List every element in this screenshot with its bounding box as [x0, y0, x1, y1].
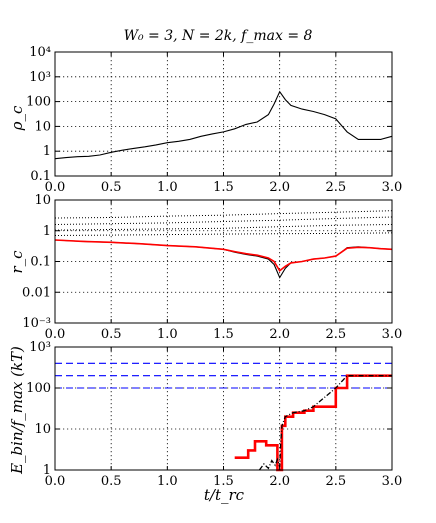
- panel-binary-energy: E_bin/f_max (kT) 0.0 0.5 1.0 1.5 2.0 2.5 3.0 1 1…: [8, 340, 402, 489]
- x-tick-label: 1.5: [213, 474, 234, 489]
- ylabel-core-radius: r_c: [8, 250, 26, 274]
- x-tick-label: 2.5: [325, 474, 346, 489]
- x-tick-label: 0.0: [45, 180, 66, 195]
- y-tick-label: 100: [26, 95, 51, 110]
- y-tick-label: 1: [43, 224, 51, 239]
- x-tick-label: 3.0: [382, 180, 403, 195]
- y-tick-label: 1: [43, 463, 51, 478]
- x-tick-label: 2.0: [269, 327, 290, 342]
- y-tick-label: 0.01: [22, 285, 51, 300]
- y-tick-label: 100: [26, 381, 51, 396]
- x-tick-label: 1.5: [213, 327, 234, 342]
- x-tick-label: 0.5: [101, 180, 122, 195]
- x-tick-label: 1.5: [213, 180, 234, 195]
- chart-title: W₀ = 3, N = 2k, f_max = 8: [124, 28, 313, 44]
- x-tick-label: 0.5: [101, 327, 122, 342]
- ylabel-core-density: ρ_c: [8, 105, 26, 131]
- x-tick-label: 2.5: [325, 180, 346, 195]
- x-tick-label: 0.0: [45, 474, 66, 489]
- series-line: [54, 239, 393, 272]
- y-tick-label: 10: [34, 422, 51, 437]
- x-tick-label: 2.0: [269, 180, 290, 195]
- x-tick-label: 2.5: [325, 327, 346, 342]
- series-line: [54, 216, 393, 225]
- panel-core-density: ρ_c 0.0 0.5 1.0 1.5 2.0 2.5 3.0 0.1 1 10 100 10³ 10⁴: [8, 45, 402, 195]
- y-tick-label: 10⁻³: [22, 316, 51, 331]
- x-tick-label: 0.5: [101, 474, 122, 489]
- series-line: [54, 239, 393, 279]
- series-line: [258, 375, 392, 471]
- xlabel-time: t/t_rc: [204, 486, 245, 504]
- y-tick-label: 0.1: [30, 255, 51, 270]
- x-tick-label: 1.0: [157, 180, 178, 195]
- y-tick-label: 0.1: [30, 169, 51, 184]
- panel-core-radius: r_c 0.0 0.5 1.0 1.5 2.0 2.5 3.0 10⁻³ 0.01 0.1 1 10: [8, 193, 402, 342]
- y-tick-label: 10⁴: [29, 45, 51, 60]
- series-line: [54, 210, 393, 219]
- series-line: [54, 224, 393, 231]
- plot-frame: [54, 51, 393, 177]
- x-tick-label: 1.0: [157, 327, 178, 342]
- x-tick-label: 1.0: [157, 474, 178, 489]
- ylabel-binary-energy: E_bin/f_max (kT): [8, 346, 26, 475]
- y-tick-label: 1: [43, 144, 51, 159]
- x-tick-label: 2.0: [269, 474, 290, 489]
- y-tick-label: 10: [34, 119, 51, 134]
- series-line: [234, 374, 392, 472]
- x-tick-label: 3.0: [382, 474, 403, 489]
- x-tick-label: 0.0: [45, 327, 66, 342]
- series-line: [54, 232, 393, 236]
- series-line: [54, 90, 393, 160]
- x-tick-label: 3.0: [382, 327, 403, 342]
- y-tick-label: 10³: [29, 70, 51, 85]
- y-tick-label: 10: [34, 193, 51, 208]
- y-tick-label: 10³: [29, 340, 51, 355]
